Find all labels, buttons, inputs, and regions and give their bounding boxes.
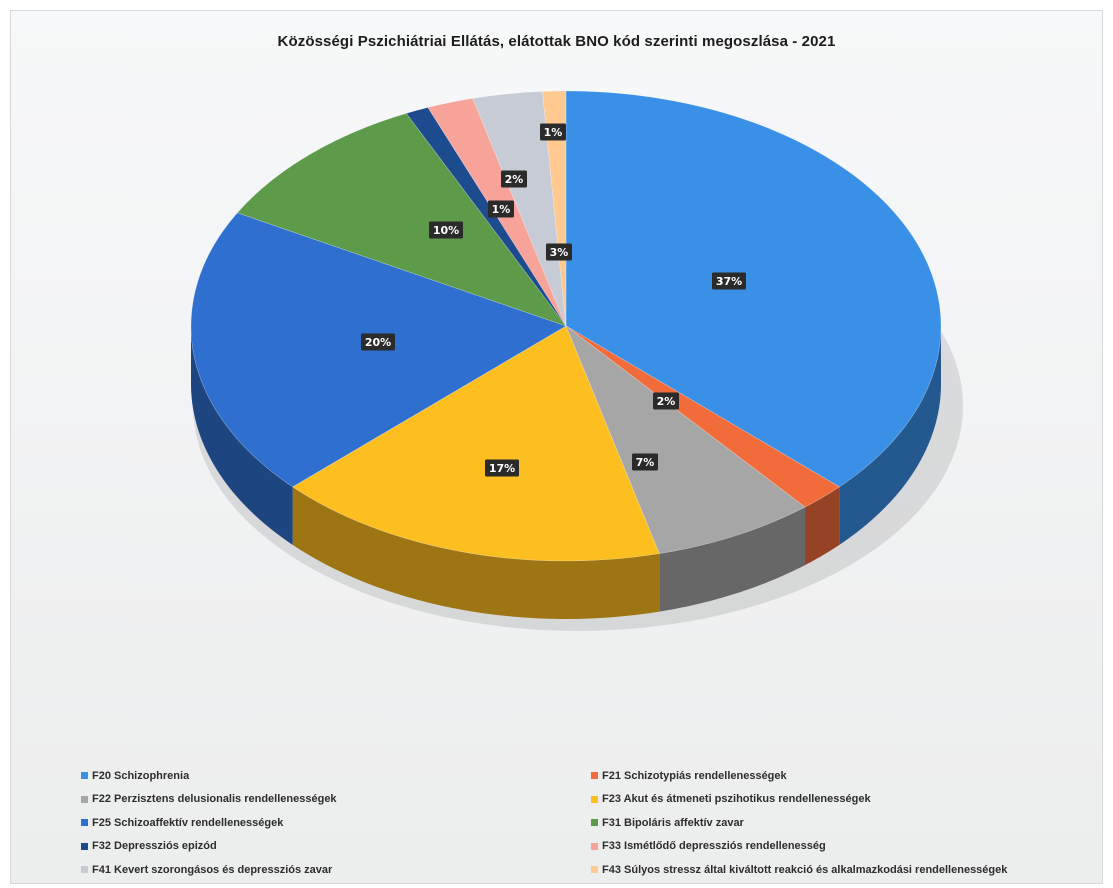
legend-swatch xyxy=(81,866,88,874)
legend-swatch xyxy=(81,772,88,779)
legend-label: F41 Kevert szorongásos és depressziós za… xyxy=(92,863,333,876)
legend-swatch xyxy=(591,795,598,803)
pie-side-f20 xyxy=(839,326,941,545)
pie-slice-f20 xyxy=(565,90,942,488)
data-label-box xyxy=(712,272,746,290)
pie-side-walls xyxy=(191,326,941,619)
data-labels: 37% 2% 7% 17% 20% 10% 1% 2% 3% 1% xyxy=(361,123,746,477)
legend-item: F20 Schizophrenia xyxy=(81,766,591,785)
chart-frame: Közösségi Pszichiátriai Ellátás, elátott… xyxy=(10,10,1103,884)
legend-label: F23 Akut és átmeneti pszihotikus rendell… xyxy=(602,793,871,806)
legend-item: F41 Kevert szorongásos és depressziós za… xyxy=(81,860,591,879)
pie-side-f23 xyxy=(292,486,660,619)
legend-label: F21 Schizotypiás rendellenességek xyxy=(602,769,787,782)
pie-slice-f41 xyxy=(472,91,567,327)
data-label-box xyxy=(488,200,514,218)
data-label-box xyxy=(501,170,527,188)
legend-label: F25 Schizoaffektív rendellenességek xyxy=(92,816,284,829)
data-label-box xyxy=(485,459,519,477)
legend: F20 Schizophrenia F21 Schizotypiás rendel… xyxy=(81,766,1102,881)
legend-item: F25 Schizoaffektív rendellenességek xyxy=(81,813,591,832)
data-label-box xyxy=(429,221,463,239)
data-label-box xyxy=(653,392,679,410)
legend-label: F33 Ismétlődő depressziós rendellenesség xyxy=(602,840,826,853)
legend-swatch xyxy=(591,819,598,827)
legend-label: F31 Bipoláris affektív zavar xyxy=(602,816,744,829)
data-label: 37% xyxy=(716,275,742,288)
data-label: 10% xyxy=(433,224,459,237)
pie-slice-f32 xyxy=(405,107,567,327)
pie-slice-f22 xyxy=(565,325,806,554)
data-label: 1% xyxy=(544,126,563,139)
legend-item: F22 Perzisztens delusionalis rendellenes… xyxy=(81,790,591,809)
data-label: 17% xyxy=(489,462,515,475)
legend-item: F31 Bipoláris affektív zavar xyxy=(591,813,1102,832)
data-label: 2% xyxy=(505,173,524,186)
data-label: 20% xyxy=(365,336,391,349)
legend-item: F23 Akut és átmeneti pszihotikus rendell… xyxy=(591,790,1102,809)
chart-title: Közösségi Pszichiátriai Ellátás, elátott… xyxy=(277,33,836,50)
data-label-box xyxy=(540,123,566,141)
data-label-box xyxy=(361,333,395,351)
legend-swatch xyxy=(81,795,88,803)
data-label-box xyxy=(632,453,658,471)
legend-label: F32 Depressziós epizód xyxy=(92,840,217,853)
legend-item: F21 Schizotypiás rendellenességek xyxy=(591,766,1102,785)
data-label: 7% xyxy=(636,456,655,469)
legend-swatch xyxy=(591,772,598,779)
legend-item: F32 Depressziós epizód xyxy=(81,837,591,856)
pie-slice-f21 xyxy=(565,325,840,508)
legend-swatch xyxy=(81,842,88,850)
legend-label: F43 Súlyos stressz által kiváltott reakc… xyxy=(602,863,1008,876)
legend-label: F22 Perzisztens delusionalis rendellenes… xyxy=(92,793,337,806)
pie-chart: 37% 2% 7% 17% 20% 10% 1% 2% 3% 1% xyxy=(190,90,963,631)
data-label-box xyxy=(546,243,572,261)
legend-swatch xyxy=(591,842,598,850)
pie-slices xyxy=(190,90,942,562)
legend-swatch xyxy=(591,866,598,874)
legend-label: F20 Schizophrenia xyxy=(92,769,190,782)
pie-side-f22 xyxy=(659,507,806,612)
data-label: 3% xyxy=(550,246,569,259)
legend-swatch xyxy=(81,819,88,827)
pie-side-f21 xyxy=(805,486,840,566)
pie-side-f25 xyxy=(191,326,293,545)
legend-item: F33 Ismétlődő depressziós rendellenesség xyxy=(591,837,1102,856)
data-label: 1% xyxy=(492,203,511,216)
data-label: 2% xyxy=(657,395,676,408)
pie-slice-f23 xyxy=(292,325,660,562)
pie-slice-f43 xyxy=(542,90,567,327)
legend-item: F43 Súlyos stressz által kiváltott reakc… xyxy=(591,860,1102,879)
pie-slice-f31 xyxy=(236,113,567,327)
